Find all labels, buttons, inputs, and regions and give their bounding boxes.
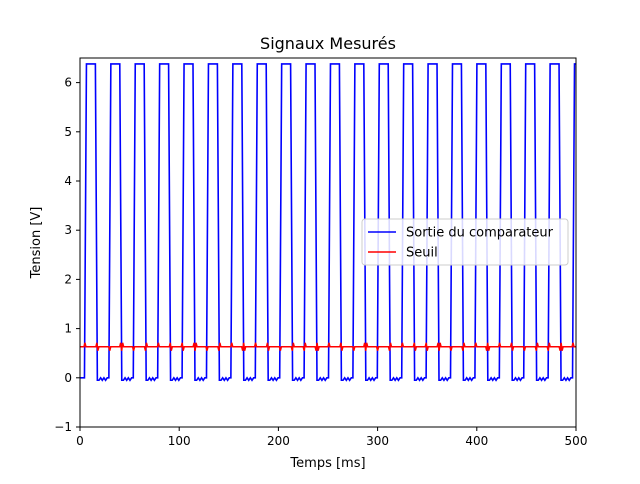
series-line-sortie-comparateur	[80, 63, 576, 382]
y-tick-label: 2	[64, 272, 72, 286]
x-tick-label: 100	[168, 434, 191, 448]
y-axis-label: Tension [V]	[29, 207, 44, 280]
x-tick-label: 300	[366, 434, 389, 448]
legend-entry-label: Sortie du comparateur	[406, 226, 554, 241]
y-tick-label: 6	[64, 76, 72, 90]
y-tick-label: 0	[64, 371, 72, 385]
x-tick-label: 0	[76, 434, 84, 448]
y-axis-ticks: −1 0 1 2 3 4 5 6	[54, 76, 80, 434]
x-axis-label: Temps [ms]	[289, 456, 365, 471]
y-tick-label: 3	[64, 223, 72, 237]
chart-title: Signaux Mesurés	[260, 34, 396, 53]
series-line-seuil	[80, 342, 576, 351]
x-axis-ticks: 0 100 200 300 400 500	[76, 427, 587, 448]
y-tick-label: −1	[54, 420, 72, 434]
y-tick-label: 4	[64, 174, 72, 188]
y-tick-label: 1	[64, 322, 72, 336]
x-tick-label: 500	[565, 434, 588, 448]
legend-box	[361, 218, 569, 266]
x-tick-label: 400	[465, 434, 488, 448]
series-layer	[80, 63, 576, 382]
y-tick-label: 5	[64, 125, 72, 139]
x-tick-label: 200	[267, 434, 290, 448]
axes-frame	[79, 57, 577, 428]
legend: Sortie du comparateur Seuil	[361, 218, 569, 266]
legend-entry-label: Seuil	[406, 246, 438, 261]
